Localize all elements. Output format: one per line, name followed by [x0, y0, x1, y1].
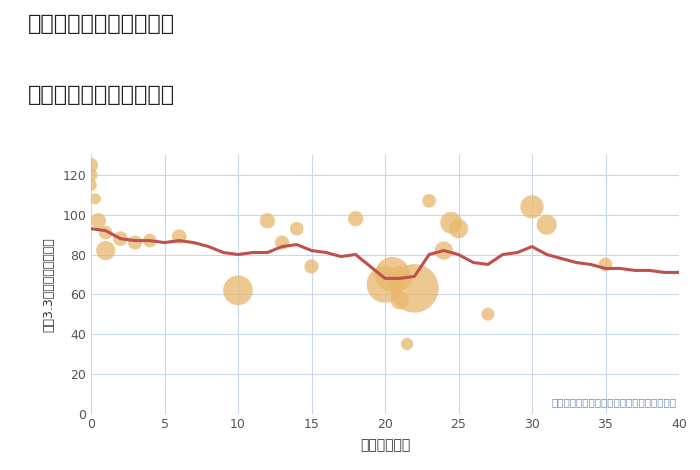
- Text: 円の大きさは、取引のあった物件面積を示す: 円の大きさは、取引のあった物件面積を示す: [551, 398, 676, 407]
- Point: [85, 181, 97, 188]
- Point: [386, 271, 398, 278]
- Point: [379, 281, 391, 288]
- Point: [600, 261, 611, 268]
- Text: 東京都あきる野市秋川の: 東京都あきる野市秋川の: [28, 14, 175, 34]
- X-axis label: 築年数（年）: 築年数（年）: [360, 439, 410, 453]
- Point: [144, 237, 155, 244]
- Point: [115, 235, 126, 243]
- Point: [130, 239, 141, 246]
- Point: [232, 287, 244, 294]
- Point: [85, 161, 97, 169]
- Point: [526, 203, 538, 211]
- Point: [394, 297, 405, 304]
- Point: [85, 171, 97, 179]
- Point: [453, 225, 464, 233]
- Point: [541, 221, 552, 228]
- Point: [446, 219, 457, 227]
- Point: [482, 310, 493, 318]
- Point: [276, 239, 288, 246]
- Point: [306, 263, 317, 270]
- Point: [438, 247, 449, 254]
- Point: [291, 225, 302, 233]
- Point: [350, 215, 361, 222]
- Point: [92, 217, 104, 225]
- Point: [174, 233, 185, 240]
- Y-axis label: 坪（3.3㎡）単価（万円）: 坪（3.3㎡）単価（万円）: [42, 237, 55, 332]
- Point: [424, 197, 435, 204]
- Text: 築年数別中古戸建て価格: 築年数別中古戸建て価格: [28, 85, 175, 105]
- Point: [100, 229, 111, 236]
- Point: [100, 247, 111, 254]
- Point: [402, 340, 413, 348]
- Point: [409, 284, 420, 292]
- Point: [262, 217, 273, 225]
- Point: [394, 274, 405, 282]
- Point: [90, 195, 101, 203]
